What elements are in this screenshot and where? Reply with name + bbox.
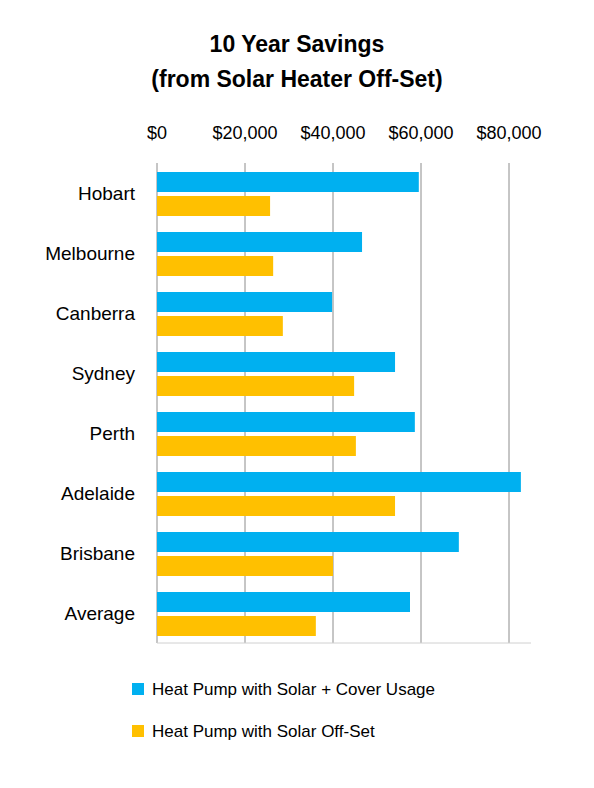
bar (157, 196, 270, 216)
bar (157, 556, 333, 576)
category-label: Hobart (78, 183, 136, 204)
bar (157, 232, 362, 252)
subtitle: (from Solar Heater Off-Set) (151, 66, 442, 92)
legend-swatch (132, 725, 144, 737)
axis-line (157, 643, 531, 644)
legend-label: Heat Pump with Solar Off-Set (152, 722, 375, 741)
bar (157, 616, 316, 636)
legend-label: Heat Pump with Solar + Cover Usage (152, 680, 435, 699)
bar (157, 532, 459, 552)
tick-label: $60,000 (388, 123, 453, 143)
category-label: Sydney (72, 363, 136, 384)
category-label: Adelaide (61, 483, 135, 504)
bars (157, 172, 521, 636)
bar (157, 436, 356, 456)
tick-label: $20,000 (212, 123, 277, 143)
category-label: Brisbane (60, 543, 135, 564)
category-label: Average (65, 603, 135, 624)
bar (157, 172, 419, 192)
category-label: Canberra (56, 303, 136, 324)
bar (157, 472, 521, 492)
tick-label: $40,000 (300, 123, 365, 143)
bar (157, 496, 395, 516)
title: 10 Year Savings (210, 31, 385, 57)
grid-line (509, 163, 510, 643)
category-label: Melbourne (45, 243, 135, 264)
bar (157, 256, 273, 276)
bar (157, 292, 332, 312)
tick-label: $0 (147, 123, 167, 143)
bar (157, 316, 283, 336)
bar (157, 352, 395, 372)
legend-swatch (132, 683, 144, 695)
category-label: Perth (90, 423, 135, 444)
bar (157, 412, 415, 432)
tick-label: $80,000 (476, 123, 541, 143)
bar (157, 376, 354, 396)
grid-line (421, 163, 422, 643)
chart: 10 Year Savings (from Solar Heater Off-Se… (0, 0, 594, 788)
bar (157, 592, 410, 612)
